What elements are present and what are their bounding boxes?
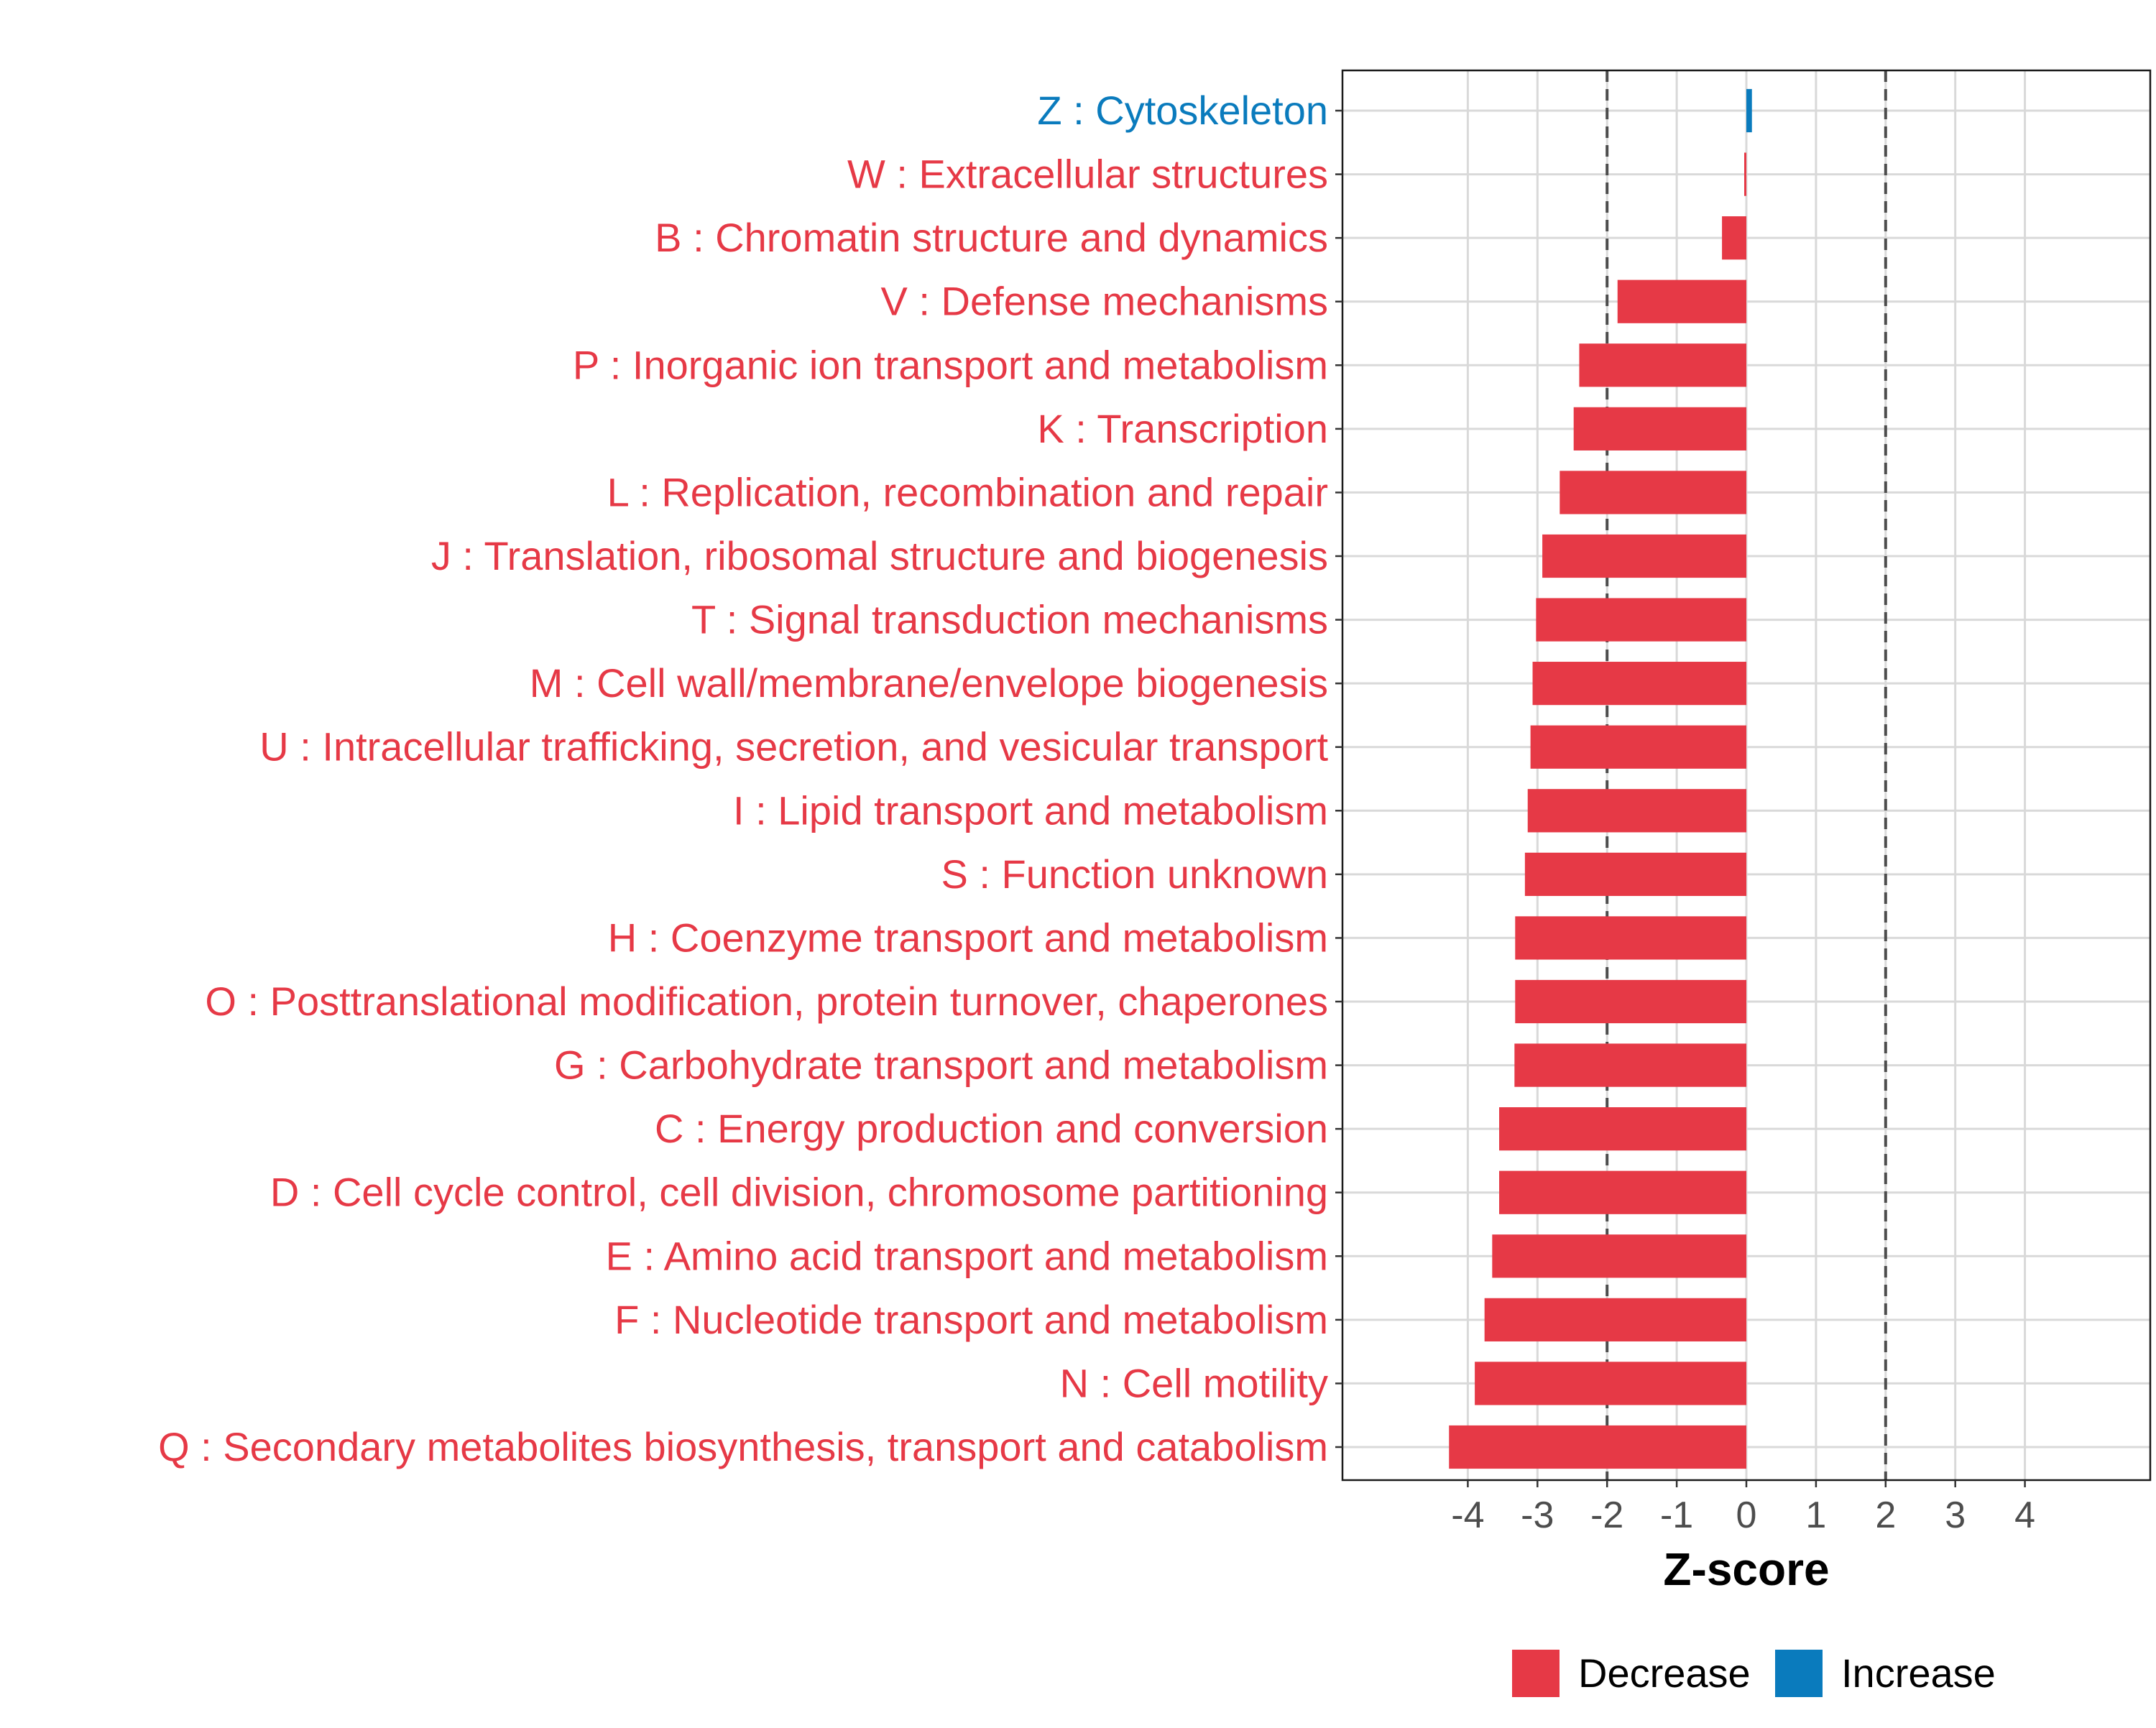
bar — [1492, 1234, 1746, 1278]
category-label: O : Posttranslational modification, prot… — [205, 979, 1328, 1024]
x-axis-title: Z-score — [1663, 1543, 1829, 1595]
x-tick-label: 2 — [1875, 1494, 1896, 1536]
bars — [1449, 88, 1752, 1469]
bar — [1524, 852, 1746, 896]
bar — [1744, 152, 1746, 196]
bar — [1527, 789, 1746, 833]
category-label: F : Nucleotide transport and metabolism — [614, 1297, 1328, 1342]
bar — [1499, 1170, 1746, 1214]
category-label: C : Energy production and conversion — [655, 1106, 1328, 1151]
category-label: N : Cell motility — [1060, 1360, 1328, 1405]
legend: Decrease Increase — [1512, 1650, 1996, 1697]
category-label: S : Function unknown — [941, 851, 1328, 897]
legend-label-decrease: Decrease — [1578, 1650, 1751, 1696]
category-label: U : Intracellular trafficking, secretion… — [259, 724, 1328, 770]
bar — [1499, 1107, 1746, 1151]
category-label: E : Amino acid transport and metabolism — [606, 1233, 1328, 1278]
threshold-lines — [1606, 70, 1887, 1480]
category-label: G : Carbohydrate transport and metabolis… — [554, 1043, 1328, 1088]
category-label: Q : Secondary metabolites biosynthesis, … — [158, 1424, 1328, 1469]
bar — [1530, 725, 1746, 769]
x-tick-label: -2 — [1590, 1494, 1623, 1536]
bar — [1449, 1425, 1746, 1469]
legend-label-increase: Increase — [1841, 1650, 1996, 1696]
bar — [1560, 471, 1746, 514]
x-tick-label: 3 — [1945, 1494, 1966, 1536]
bar — [1542, 534, 1746, 578]
category-label: L : Replication, recombination and repai… — [607, 469, 1328, 514]
y-axis-category-labels: Z : Cytoskeleton W : Extracellular struct… — [158, 88, 1328, 1469]
bar — [1617, 279, 1746, 323]
x-tick-label: 1 — [1805, 1494, 1826, 1536]
bar — [1484, 1298, 1746, 1341]
category-label: D : Cell cycle control, cell division, c… — [270, 1170, 1328, 1215]
category-label: M : Cell wall/membrane/envelope biogenes… — [530, 660, 1328, 706]
bar — [1722, 216, 1746, 260]
bar — [1536, 598, 1746, 642]
bar — [1579, 343, 1746, 387]
category-label: J : Translation, ribosomal structure and… — [431, 533, 1328, 578]
bar — [1515, 916, 1746, 960]
x-tick-label: -1 — [1660, 1494, 1693, 1536]
x-tick-label: 0 — [1736, 1494, 1757, 1536]
category-label: W : Extracellular structures — [847, 152, 1328, 197]
bar — [1475, 1362, 1746, 1405]
y-axis-ticks — [1335, 109, 1342, 1449]
category-label: H : Coenzyme transport and metabolism — [608, 915, 1328, 960]
bar — [1573, 407, 1746, 451]
category-label: B : Chromatin structure and dynamics — [655, 215, 1328, 260]
bar — [1514, 1043, 1746, 1087]
category-label: P : Inorganic ion transport and metaboli… — [573, 342, 1328, 387]
x-tick-label: -3 — [1521, 1494, 1554, 1536]
category-label: I : Lipid transport and metabolism — [733, 787, 1328, 833]
x-tick-label: -4 — [1451, 1494, 1484, 1536]
legend-key-increase — [1775, 1650, 1823, 1697]
category-label: Z : Cytoskeleton — [1037, 88, 1328, 133]
x-axis-ticks: -4 -3 -2 -1 0 1 2 3 4 — [1451, 1480, 2035, 1536]
category-label: K : Transcription — [1037, 406, 1328, 451]
category-label: V : Defense mechanisms — [881, 279, 1328, 324]
x-tick-label: 4 — [2014, 1494, 2035, 1536]
bar — [1532, 662, 1746, 706]
bar — [1515, 979, 1746, 1024]
category-label: T : Signal transduction mechanisms — [691, 597, 1328, 642]
legend-key-decrease — [1512, 1650, 1560, 1697]
bar — [1746, 88, 1752, 133]
